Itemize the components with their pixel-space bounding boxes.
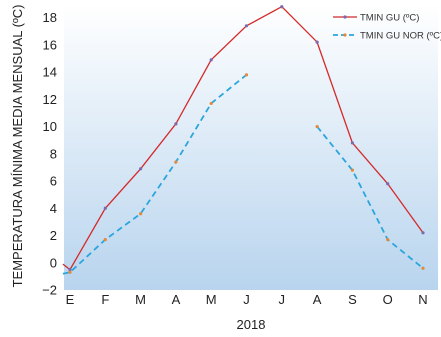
data-point (68, 267, 72, 272)
data-point (139, 212, 143, 216)
data-point (244, 24, 249, 28)
x-tick-label: S (348, 292, 357, 307)
x-axis-label: 2018 (237, 317, 266, 332)
data-point (315, 124, 319, 129)
series-layer (62, 5, 425, 275)
data-point (103, 238, 107, 242)
x-tick-label: A (313, 292, 322, 307)
data-point (244, 73, 249, 77)
y-tick-label: 4 (50, 201, 57, 216)
series-2 (62, 73, 425, 275)
data-point (315, 40, 319, 44)
x-tick-label: N (418, 292, 427, 307)
data-point (209, 101, 213, 106)
y-tick-label: 2 (50, 228, 57, 243)
legend-label: TMIN GU (ºC) (360, 13, 419, 24)
data-point (103, 206, 107, 210)
legend-marker (343, 33, 347, 37)
data-point (350, 168, 354, 172)
series-1 (62, 5, 425, 272)
data-point (421, 266, 425, 270)
data-point (386, 238, 390, 242)
data-point (174, 160, 178, 164)
legend-label: TMIN GU NOR (ºC) (360, 31, 441, 42)
y-tick-label: 0 (50, 255, 57, 270)
y-tick-label: 12 (43, 92, 57, 107)
x-axis-ticks: EFMAMJJASOND (66, 292, 428, 307)
y-axis-ticks: −2 0 2 4 6 8 10 12 14 16 18 (42, 10, 57, 297)
x-tick-label: M (206, 292, 217, 307)
data-point (350, 141, 354, 145)
data-point (421, 231, 425, 235)
y-axis-label: TEMPERATURA MÍNIMA MEDIA MENSUAL (ºC) (10, 5, 25, 288)
data-point (386, 182, 390, 186)
y-tick-label: 6 (50, 174, 57, 189)
data-point (209, 58, 213, 62)
x-tick-label: E (66, 292, 75, 307)
x-tick-label: O (383, 292, 393, 307)
x-tick-label: J (279, 292, 286, 307)
data-point (280, 5, 284, 9)
legend-marker (343, 15, 347, 19)
y-tick-label: 18 (43, 10, 57, 25)
y-tick-label: 14 (43, 65, 57, 80)
data-point (139, 167, 143, 171)
x-tick-label: A (172, 292, 181, 307)
legend: TMIN GU (ºC) TMIN GU NOR (ºC) (333, 13, 441, 42)
series-line (316, 126, 424, 269)
data-point (174, 122, 178, 126)
x-tick-label: F (101, 292, 109, 307)
y-tick-label: 16 (43, 37, 57, 52)
plot-background (64, 4, 438, 290)
y-tick-label: 8 (50, 146, 57, 161)
x-tick-label: M (135, 292, 146, 307)
data-point (68, 270, 72, 274)
x-tick-label: J (243, 292, 250, 307)
y-tick-label: 10 (43, 119, 57, 134)
series-line (62, 5, 424, 271)
y-tick-label: −2 (42, 283, 57, 298)
